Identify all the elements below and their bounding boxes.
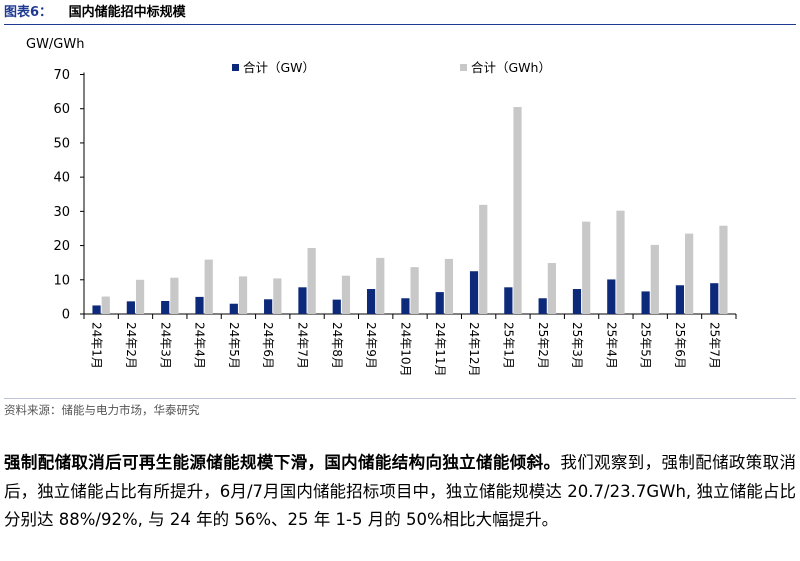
paragraph-text: 我们观察到，强制配储政策取消后，独立储能占比有所提升，6月/7月国内储能招标项目… — [4, 453, 797, 529]
bar-gwh — [616, 210, 625, 314]
header-divider — [4, 24, 796, 25]
figure-source: 资料来源：储能与电力市场，华泰研究 — [4, 403, 200, 417]
figure-number: 图表6： — [4, 5, 53, 20]
bar-gwh — [410, 267, 419, 314]
legend-label: 合计（GWh） — [471, 60, 551, 75]
bar-chart: GW/GWh 0 10 20 30 40 50 60 70 24年1月 24年2月 24年3月 24年4… — [26, 37, 737, 377]
x-tick-label: 25年4月 — [604, 322, 618, 369]
y-tick-label: 70 — [53, 68, 70, 83]
x-tick-label: 25年1月 — [501, 322, 515, 369]
bar-gw — [435, 292, 444, 314]
legend-swatch — [232, 64, 239, 71]
y-tick-label: 40 — [53, 171, 70, 186]
x-tick-label: 24年1月 — [90, 322, 104, 369]
bar-gwh — [273, 278, 282, 314]
bar-gw — [469, 271, 479, 314]
y-axis-label: GW/GWh — [26, 37, 84, 52]
y-tick-label: 10 — [53, 273, 70, 288]
x-tick-label: 24年7月 — [296, 322, 310, 369]
x-tick-label: 24年9月 — [364, 322, 378, 369]
bar-gwh — [685, 233, 694, 314]
bar-gw — [504, 287, 513, 314]
bar-gw — [229, 303, 238, 314]
bar-gw — [675, 285, 685, 314]
bar-gwh — [582, 221, 591, 314]
source-divider — [4, 398, 796, 399]
y-tick-label: 50 — [53, 136, 70, 151]
bar-gwh — [101, 296, 110, 314]
figure-title: 国内储能招中标规模 — [68, 5, 186, 20]
bar-gwh — [135, 279, 145, 314]
y-tick-label: 0 — [62, 308, 70, 323]
bar-gw — [264, 299, 273, 314]
bar-gw — [538, 298, 547, 314]
x-tick-label: 24年12月 — [467, 322, 481, 377]
paragraph-lead: 强制配储取消后可再生能源储能规模下滑，国内储能结构向独立储能倾斜。 — [4, 453, 561, 472]
bar-gwh — [444, 258, 454, 314]
figure-header: 图表6： 国内储能招中标规模 — [4, 3, 796, 25]
bar-gwh — [650, 244, 659, 314]
bar-gw — [195, 296, 204, 314]
bar-gwh — [307, 247, 316, 314]
x-tick-label: 25年2月 — [536, 322, 550, 369]
bar-gwh — [719, 225, 728, 314]
bar-gw — [607, 279, 616, 314]
bar-gwh — [341, 275, 351, 314]
bar-gw — [298, 287, 307, 314]
x-tick-label: 24年11月 — [433, 322, 447, 377]
bar-gw — [401, 298, 410, 314]
bar-gwh — [479, 204, 488, 314]
bar-gwh — [170, 277, 179, 314]
y-tick-label: 20 — [53, 239, 70, 254]
bar-gwh — [547, 263, 556, 314]
bar-gw — [572, 289, 582, 314]
x-tick-label: 25年7月 — [707, 322, 721, 369]
x-tick-label: 25年6月 — [673, 322, 687, 369]
x-tick-label: 24年6月 — [261, 322, 275, 369]
x-tick-label: 24年2月 — [124, 322, 138, 369]
bar-gwh — [376, 257, 385, 314]
bar-gw — [641, 291, 650, 314]
legend-label: 合计（GW） — [243, 60, 315, 75]
bar-gwh — [204, 259, 213, 314]
x-tick-label: 24年10月 — [399, 322, 413, 377]
legend-swatch — [460, 64, 467, 71]
x-tick-label: 25年5月 — [639, 322, 653, 369]
bar-gw — [92, 305, 101, 314]
bar-gw — [161, 300, 170, 314]
x-tick-label: 25年3月 — [570, 322, 584, 369]
body-paragraph: 强制配储取消后可再生能源储能规模下滑，国内储能结构向独立储能倾斜。我们观察到，强… — [4, 449, 796, 535]
x-tick-label: 24年3月 — [158, 322, 172, 369]
bar-gwh — [513, 107, 522, 314]
x-tick-label: 24年5月 — [227, 322, 241, 369]
x-tick-label: 24年4月 — [193, 322, 207, 369]
bar-gw — [332, 299, 341, 314]
bar-gw — [710, 283, 719, 314]
y-tick-label: 60 — [53, 102, 70, 117]
bar-gw — [126, 301, 135, 314]
bar-gw — [366, 289, 376, 314]
x-tick-label: 24年8月 — [330, 322, 344, 369]
y-tick-label: 30 — [53, 205, 70, 220]
bar-gwh — [238, 276, 248, 314]
